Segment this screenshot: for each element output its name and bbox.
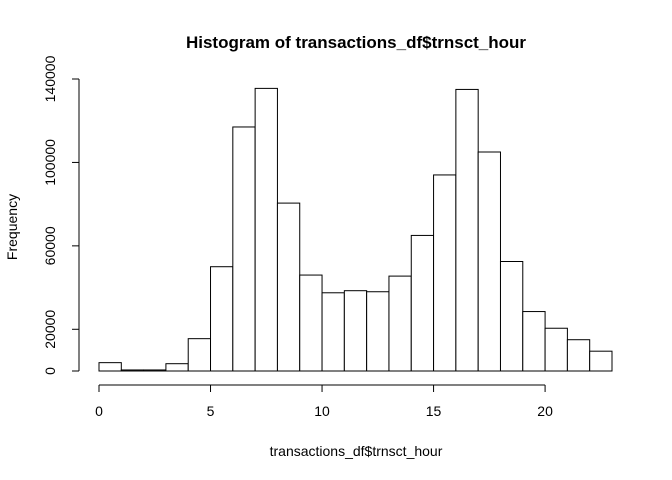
histogram-bar (589, 350, 613, 372)
x-tick-label: 20 (537, 403, 553, 419)
histogram-bar (410, 234, 435, 372)
histogram-bar (433, 174, 457, 372)
bars-group (98, 87, 613, 372)
y-tick-label: 60000 (42, 226, 58, 265)
chart-title: Histogram of transactions_df$trnsct_hour (186, 33, 526, 52)
histogram-bar (477, 151, 501, 372)
histogram-bar (143, 369, 167, 372)
histogram-bar (366, 291, 390, 372)
histogram-bar (343, 290, 368, 372)
histogram-bar (210, 266, 234, 372)
histogram-bar (165, 363, 189, 372)
histogram-bar (499, 261, 524, 372)
histogram-bar (276, 202, 301, 372)
x-tick-label: 0 (95, 403, 103, 419)
y-axis: 0 20000 60000 100000 140000 (42, 55, 80, 375)
y-axis-label: Frequency (4, 194, 20, 260)
histogram-bar (120, 369, 145, 372)
histogram-bar (388, 275, 412, 372)
histogram-bar (98, 362, 122, 372)
histogram-bar (299, 274, 323, 372)
x-axis-label: transactions_df$trnsct_hour (270, 443, 443, 459)
y-tick-label: 0 (42, 367, 58, 375)
y-tick-label: 100000 (42, 139, 58, 186)
histogram-bar (321, 292, 345, 372)
histogram-bar (522, 311, 546, 372)
y-tick-label: 140000 (42, 55, 58, 102)
y-tick-label: 20000 (42, 310, 58, 349)
histogram-bar (544, 327, 568, 372)
x-tick-label: 10 (314, 403, 330, 419)
histogram-bar (455, 88, 479, 372)
histogram-bar (254, 87, 278, 372)
histogram-bar (232, 126, 256, 372)
x-tick-label: 5 (207, 403, 215, 419)
histogram-bar (187, 338, 212, 372)
x-tick-label: 15 (426, 403, 442, 419)
histogram-bar (566, 339, 591, 372)
x-axis: 0 5 10 15 20 (95, 384, 553, 419)
